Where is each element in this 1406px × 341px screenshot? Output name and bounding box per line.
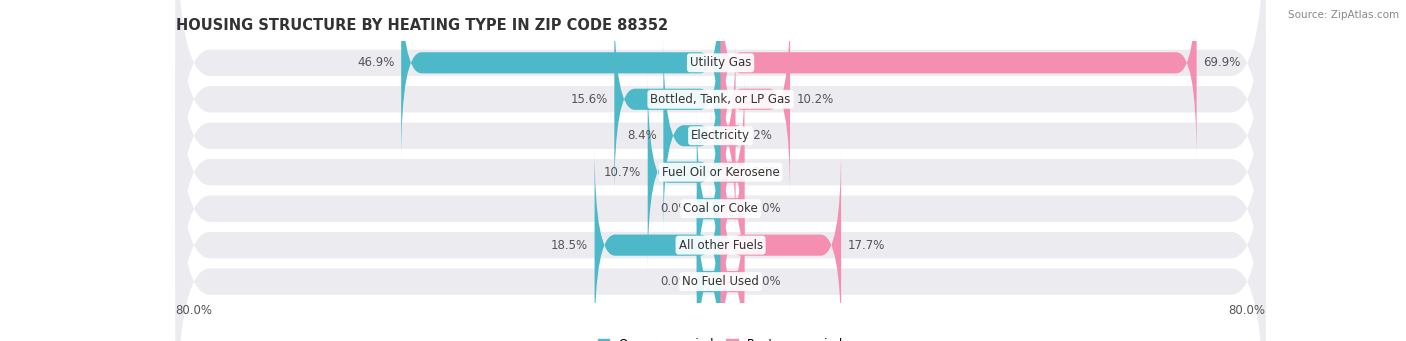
FancyBboxPatch shape	[176, 0, 1265, 232]
Text: 0.0%: 0.0%	[751, 166, 780, 179]
Text: 18.5%: 18.5%	[551, 239, 588, 252]
Text: Coal or Coke: Coal or Coke	[683, 202, 758, 215]
FancyBboxPatch shape	[595, 146, 721, 341]
FancyBboxPatch shape	[721, 0, 790, 198]
FancyBboxPatch shape	[721, 183, 744, 341]
Text: 15.6%: 15.6%	[571, 93, 607, 106]
Text: 10.7%: 10.7%	[603, 166, 641, 179]
FancyBboxPatch shape	[401, 0, 721, 162]
Text: Utility Gas: Utility Gas	[690, 56, 751, 69]
Text: 8.4%: 8.4%	[627, 129, 657, 142]
Text: 80.0%: 80.0%	[1229, 304, 1265, 317]
FancyBboxPatch shape	[176, 76, 1265, 341]
Text: 2.2%: 2.2%	[742, 129, 772, 142]
Text: Source: ZipAtlas.com: Source: ZipAtlas.com	[1288, 10, 1399, 20]
Text: 46.9%: 46.9%	[357, 56, 394, 69]
Text: 0.0%: 0.0%	[751, 275, 780, 288]
FancyBboxPatch shape	[697, 110, 721, 308]
FancyBboxPatch shape	[648, 73, 721, 271]
FancyBboxPatch shape	[176, 0, 1265, 268]
Text: 0.0%: 0.0%	[661, 202, 690, 215]
Text: 80.0%: 80.0%	[176, 304, 212, 317]
FancyBboxPatch shape	[176, 3, 1265, 341]
Text: All other Fuels: All other Fuels	[679, 239, 762, 252]
Text: 69.9%: 69.9%	[1204, 56, 1241, 69]
FancyBboxPatch shape	[176, 0, 1265, 305]
Text: 17.7%: 17.7%	[848, 239, 886, 252]
FancyBboxPatch shape	[614, 0, 721, 198]
Text: Fuel Oil or Kerosene: Fuel Oil or Kerosene	[662, 166, 779, 179]
FancyBboxPatch shape	[721, 0, 1197, 162]
FancyBboxPatch shape	[716, 37, 741, 235]
FancyBboxPatch shape	[721, 73, 744, 271]
Text: 0.0%: 0.0%	[661, 275, 690, 288]
Text: HOUSING STRUCTURE BY HEATING TYPE IN ZIP CODE 88352: HOUSING STRUCTURE BY HEATING TYPE IN ZIP…	[176, 18, 668, 33]
Text: 10.2%: 10.2%	[797, 93, 834, 106]
FancyBboxPatch shape	[664, 37, 721, 235]
Legend: Owner-occupied, Renter-occupied: Owner-occupied, Renter-occupied	[593, 333, 848, 341]
FancyBboxPatch shape	[176, 40, 1265, 341]
Text: No Fuel Used: No Fuel Used	[682, 275, 759, 288]
FancyBboxPatch shape	[697, 183, 721, 341]
FancyBboxPatch shape	[721, 146, 841, 341]
Text: Bottled, Tank, or LP Gas: Bottled, Tank, or LP Gas	[651, 93, 790, 106]
Text: 0.0%: 0.0%	[751, 202, 780, 215]
FancyBboxPatch shape	[721, 110, 744, 308]
FancyBboxPatch shape	[176, 113, 1265, 341]
Text: Electricity: Electricity	[692, 129, 749, 142]
